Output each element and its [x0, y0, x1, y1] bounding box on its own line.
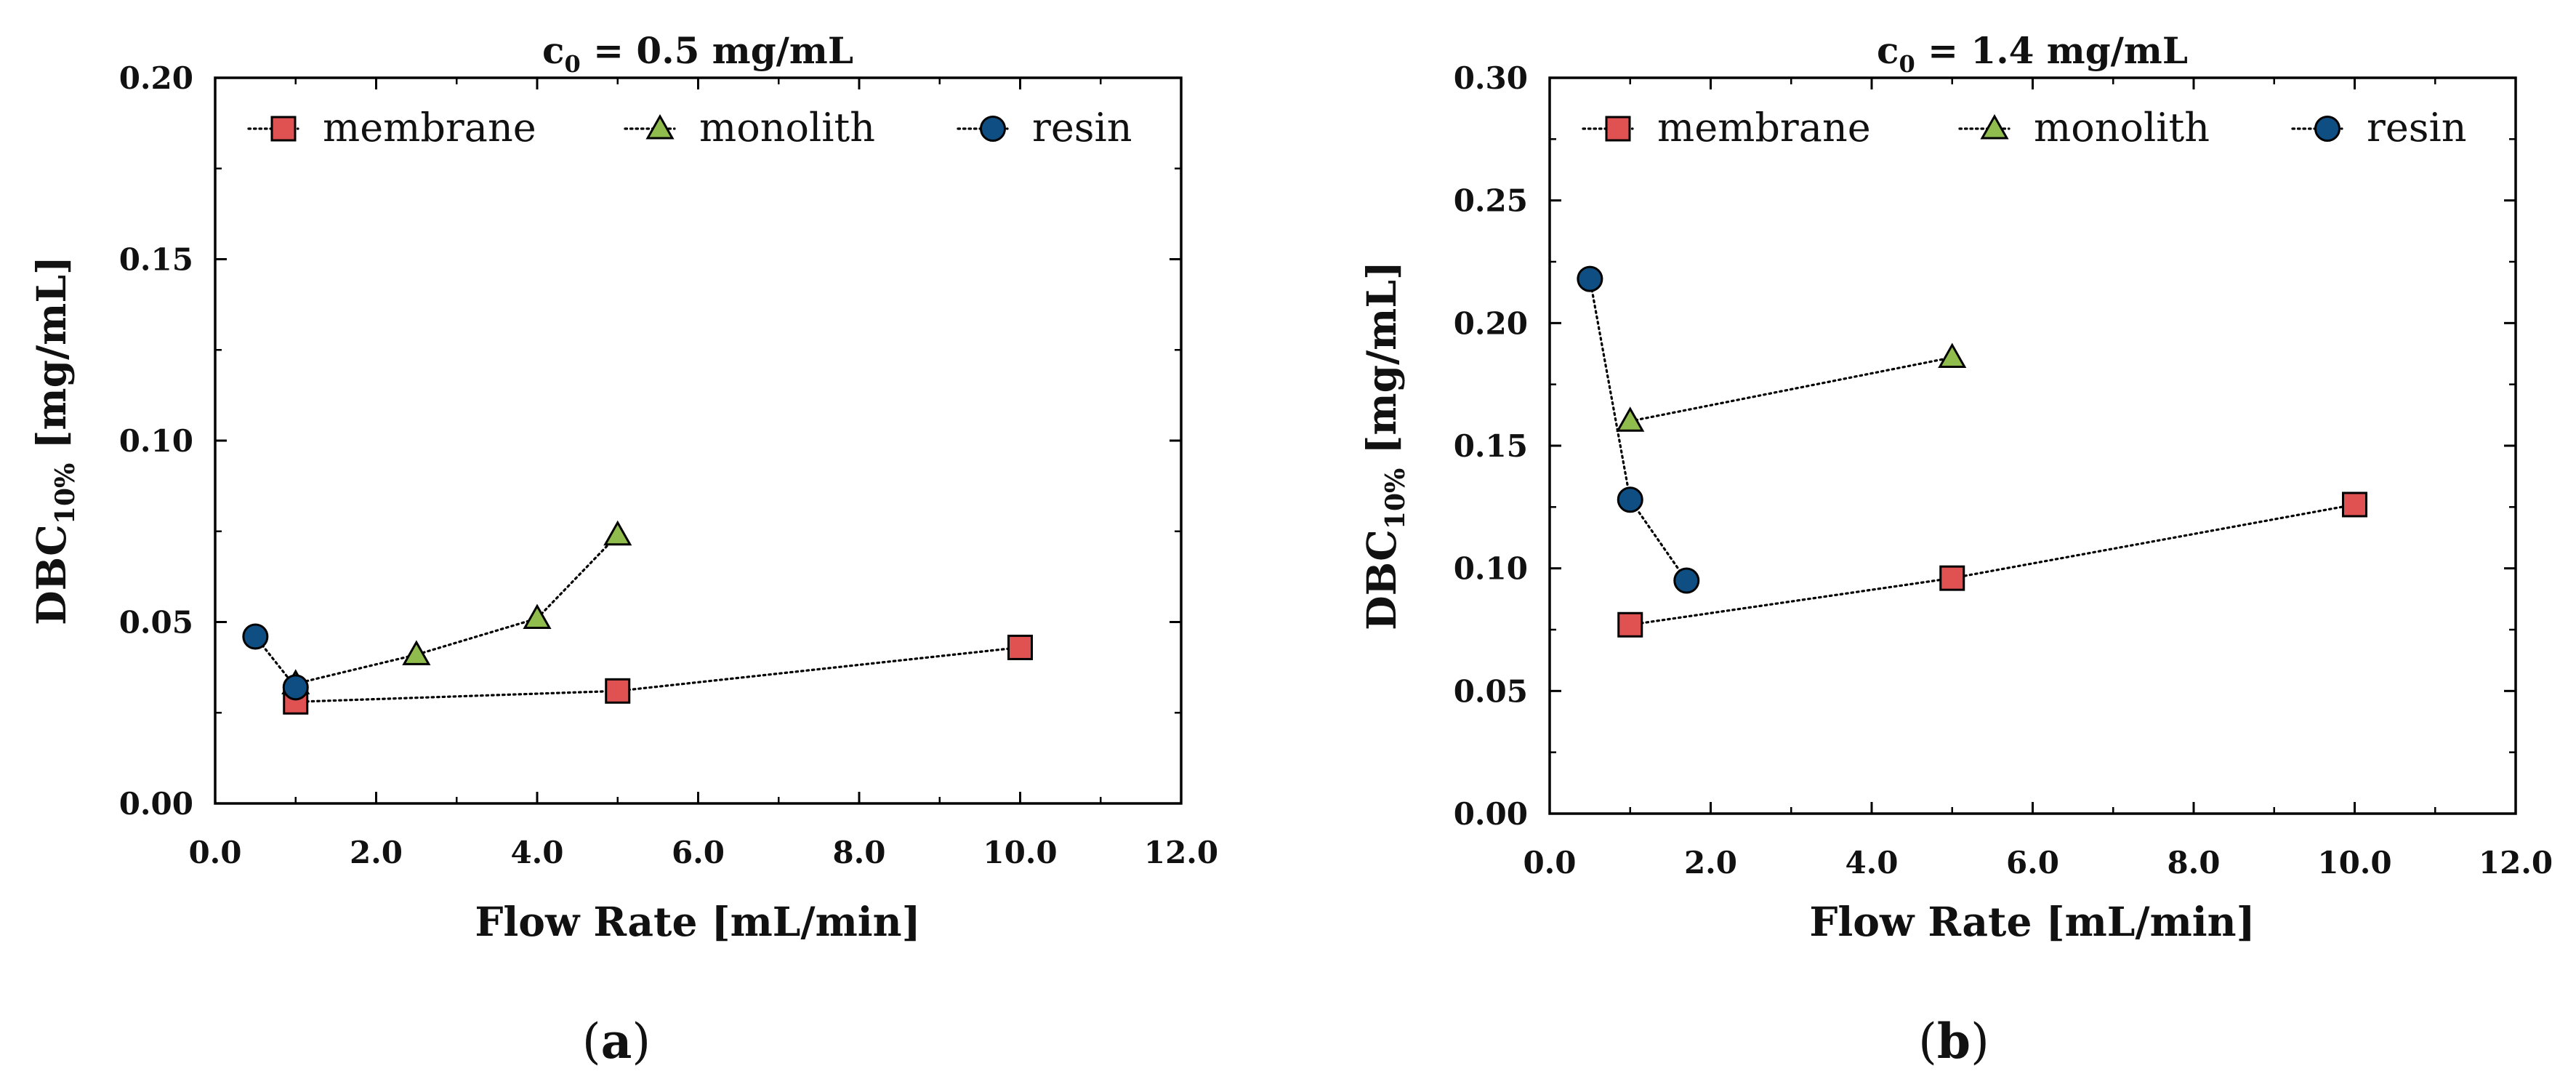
x-tick-label: 10.0: [2317, 845, 2391, 881]
x-tick-label: 0.0: [1523, 845, 1576, 881]
legend-item-membrane: membrane: [247, 105, 536, 151]
chart-title: c0 = 0.5 mg/mL: [542, 29, 853, 78]
y-tick-label: 0.20: [119, 60, 193, 96]
panel-caption: (a): [582, 1013, 651, 1070]
x-tick-label: 2.0: [350, 835, 403, 870]
x-tick-label: 6.0: [672, 835, 725, 870]
data-point-monolith: [523, 603, 552, 630]
data-point-resin: [282, 674, 309, 701]
x-axis-label: Flow Rate [mL/min]: [475, 898, 920, 945]
legend-marker: [1605, 116, 1631, 142]
series-line-membrane: [1629, 503, 2356, 626]
x-tick-label: 0.0: [188, 835, 241, 870]
y-axis-ticks: 0.00 0.05 0.10 0.15 0.20: [119, 60, 1181, 822]
data-point-membrane: [1007, 634, 1033, 660]
legend-item-resin: resin: [957, 105, 1132, 151]
data-point-membrane: [605, 678, 631, 704]
legend-marker: [645, 113, 675, 140]
legend-label: membrane: [1657, 105, 1871, 151]
x-tick-label: 6.0: [2006, 845, 2059, 881]
y-tick-label: 0.25: [1454, 183, 1528, 219]
x-tick-label: 12.0: [2479, 845, 2553, 881]
y-tick-label: 0.00: [1454, 796, 1528, 832]
plot-frame: [214, 76, 1183, 805]
panel-caption: (b): [1918, 1013, 1989, 1070]
y-tick-label: 0.00: [119, 786, 193, 822]
legend-label: monolith: [699, 105, 875, 151]
y-tick-label: 0.10: [119, 423, 193, 459]
data-point-resin: [242, 623, 269, 650]
y-tick-label: 0.15: [119, 242, 193, 278]
data-point-monolith: [1616, 406, 1645, 432]
legend-label: monolith: [2034, 105, 2210, 151]
series-layer: [242, 520, 1033, 715]
data-point-membrane: [1939, 565, 1965, 591]
data-point-membrane: [2342, 492, 2367, 518]
series-line-monolith: [294, 534, 619, 685]
y-tick-label: 0.10: [1454, 551, 1528, 587]
y-axis-ticks: 0.00 0.05 0.10 0.15 0.20 0.25 0.30: [1454, 60, 2516, 832]
series-layer: [1577, 265, 2367, 638]
data-point-resin: [1617, 486, 1643, 513]
data-point-membrane: [1617, 611, 1643, 638]
plot-frame: [1548, 76, 2517, 815]
x-tick-label: 10.0: [983, 835, 1057, 870]
legend-marker: [2314, 116, 2340, 142]
data-point-monolith: [402, 640, 431, 665]
x-tick-label: 12.0: [1144, 835, 1218, 870]
legend-label: membrane: [323, 105, 536, 151]
legend-marker: [980, 116, 1006, 142]
x-axis-label: Flow Rate [mL/min]: [1809, 898, 2255, 945]
y-tick-label: 0.05: [1454, 673, 1528, 709]
legend-marker: [270, 116, 297, 142]
x-tick-label: 8.0: [832, 835, 885, 870]
y-tick-label: 0.05: [119, 605, 193, 641]
legend-label: resin: [2367, 105, 2467, 151]
series-line-membrane: [294, 646, 1022, 703]
data-point-resin: [1673, 567, 1700, 594]
x-axis-ticks: 0.0 2.0 4.0 6.0 8.0 10.0 12.0: [188, 78, 1218, 870]
y-tick-label: 0.20: [1454, 305, 1528, 341]
legend-item-resin: resin: [2291, 105, 2467, 151]
legend-item-monolith: monolith: [624, 105, 875, 151]
series-line-monolith: [1629, 356, 1954, 422]
y-axis-label: DBC10% [mg/mL]: [1358, 261, 1411, 630]
y-tick-label: 0.30: [1454, 60, 1528, 96]
legend: membrane monolith resin: [247, 105, 1132, 151]
legend: membrane monolith resin: [1582, 105, 2467, 151]
x-axis-ticks: 0.0 2.0 4.0 6.0 8.0 10.0 12.0: [1523, 78, 2553, 881]
x-tick-label: 2.0: [1684, 845, 1737, 881]
legend-label: resin: [1032, 105, 1132, 151]
chart-panel-b: c0 = 1.4 mg/mL Flow Rate [mL/min] DBC10%…: [1358, 29, 2553, 1070]
legend-marker: [1980, 113, 2009, 140]
data-point-monolith: [603, 520, 632, 546]
y-tick-label: 0.15: [1454, 428, 1528, 464]
chart-panel-a: c0 = 0.5 mg/mL Flow Rate [mL/min] DBC10%…: [28, 29, 1218, 1070]
data-point-monolith: [1938, 342, 1967, 369]
x-tick-label: 4.0: [510, 835, 563, 870]
x-tick-label: 4.0: [1845, 845, 1898, 881]
legend-item-membrane: membrane: [1582, 105, 1871, 151]
data-point-resin: [1577, 265, 1603, 292]
chart-title: c0 = 1.4 mg/mL: [1877, 29, 2188, 78]
y-axis-label: DBC10% [mg/mL]: [28, 256, 81, 625]
legend-item-monolith: monolith: [1958, 105, 2210, 151]
x-tick-label: 8.0: [2167, 845, 2220, 881]
